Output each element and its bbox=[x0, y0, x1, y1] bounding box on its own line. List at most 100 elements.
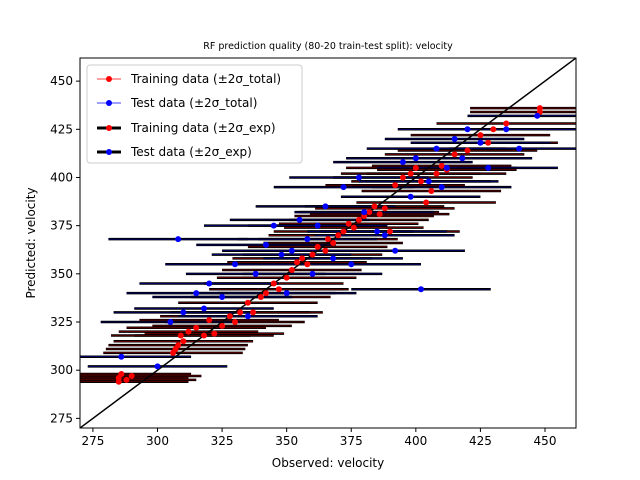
y-tick-label: 450 bbox=[50, 74, 73, 88]
training-point bbox=[477, 132, 484, 139]
test-point bbox=[348, 261, 355, 268]
legend-label-test-total: Test data (±2σ_total) bbox=[130, 96, 257, 110]
training-point bbox=[325, 236, 331, 243]
training-point bbox=[399, 174, 406, 181]
test-point bbox=[244, 313, 251, 320]
x-tick-label: 275 bbox=[81, 434, 104, 448]
y-axis-ticks: 275 300 325 350 375 400 425 450 bbox=[50, 74, 80, 425]
training-point bbox=[237, 309, 244, 316]
training-point bbox=[433, 170, 440, 177]
test-point bbox=[485, 164, 492, 171]
test-point bbox=[516, 145, 523, 152]
training-point bbox=[201, 332, 207, 339]
training-point bbox=[322, 247, 329, 254]
x-tick-label: 450 bbox=[534, 434, 557, 448]
test-point bbox=[412, 155, 419, 162]
chart-title: RF prediction quality (80-20 train-test … bbox=[203, 41, 453, 52]
training-point bbox=[128, 372, 135, 379]
test-point bbox=[314, 222, 321, 229]
test-point bbox=[433, 145, 440, 152]
training-point bbox=[193, 324, 200, 331]
training-point bbox=[232, 319, 238, 326]
training-point bbox=[177, 332, 184, 339]
x-axis-label: Observed: velocity bbox=[272, 456, 385, 470]
training-point bbox=[335, 232, 342, 239]
training-point bbox=[206, 317, 213, 324]
training-point bbox=[387, 228, 393, 235]
legend-label-training-total: Training data (±2σ_total) bbox=[130, 72, 281, 86]
training-point bbox=[407, 170, 414, 177]
test-point bbox=[503, 126, 510, 133]
training-point bbox=[350, 224, 357, 231]
training-point bbox=[314, 243, 321, 250]
identity-line bbox=[80, 58, 576, 428]
legend-entry-test-total: Test data (±2σ_total) bbox=[97, 96, 257, 110]
training-point bbox=[366, 209, 373, 216]
training-point bbox=[423, 199, 430, 206]
test-point bbox=[361, 209, 368, 216]
test-point bbox=[399, 159, 406, 166]
test-point bbox=[356, 174, 362, 181]
training-point bbox=[451, 151, 458, 158]
x-axis-ticks: 275 300 325 350 375 400 425 450 bbox=[81, 428, 556, 448]
legend-box bbox=[86, 64, 303, 164]
test-point bbox=[443, 164, 450, 171]
training-point bbox=[490, 126, 497, 133]
test-point bbox=[322, 203, 329, 210]
training-point bbox=[464, 147, 471, 154]
training-point bbox=[330, 240, 337, 246]
y-tick-label: 375 bbox=[50, 219, 73, 233]
test-point bbox=[459, 155, 466, 162]
legend: Training data (±2σ_total) Test data (±2σ… bbox=[86, 64, 303, 164]
y-axis-label: Predicted: velocity bbox=[24, 187, 38, 298]
training-point bbox=[294, 259, 300, 266]
test-point bbox=[464, 126, 471, 133]
training-point bbox=[118, 371, 125, 378]
training-point bbox=[309, 251, 316, 258]
test-point bbox=[180, 309, 187, 316]
x-tick-label: 350 bbox=[275, 434, 298, 448]
legend-entry-test-exp: Test data (±2σ_exp) bbox=[97, 145, 252, 159]
training-point bbox=[219, 322, 226, 329]
training-point bbox=[418, 178, 424, 185]
test-point bbox=[193, 290, 200, 297]
training-point bbox=[185, 328, 192, 335]
training-point bbox=[211, 330, 218, 337]
test-point bbox=[477, 139, 484, 146]
training-point bbox=[250, 309, 257, 316]
training-point bbox=[123, 376, 130, 383]
training-point bbox=[381, 205, 388, 212]
x-tick-label: 400 bbox=[404, 434, 427, 448]
test-point bbox=[167, 319, 174, 326]
test-point bbox=[304, 236, 311, 243]
test-point bbox=[201, 305, 207, 312]
test-point bbox=[278, 251, 285, 258]
y-tick-label: 350 bbox=[50, 267, 73, 281]
x-tick-label: 325 bbox=[211, 434, 234, 448]
test-point bbox=[340, 184, 347, 191]
test-point bbox=[263, 241, 269, 248]
training-point bbox=[226, 313, 233, 320]
test-point bbox=[232, 261, 238, 268]
x-tick-label: 300 bbox=[146, 434, 169, 448]
test-point bbox=[425, 178, 432, 185]
training-point bbox=[244, 299, 251, 306]
training-point bbox=[412, 164, 419, 171]
x-tick-label: 375 bbox=[340, 434, 363, 448]
training-point bbox=[257, 293, 264, 300]
training-point bbox=[428, 187, 435, 194]
test-point bbox=[219, 293, 226, 300]
training-point bbox=[356, 216, 362, 223]
test-point bbox=[252, 270, 259, 277]
plot-frame bbox=[79, 57, 577, 429]
training-point bbox=[283, 274, 290, 281]
test-point bbox=[407, 193, 414, 200]
test-point bbox=[418, 286, 424, 293]
y-tick-label: 425 bbox=[50, 122, 73, 136]
test-point bbox=[206, 280, 213, 287]
data-points bbox=[115, 105, 543, 385]
training-point bbox=[376, 211, 383, 218]
training-point bbox=[275, 286, 282, 293]
training-point bbox=[503, 120, 510, 127]
legend-label-test-exp: Test data (±2σ_exp) bbox=[130, 145, 252, 159]
